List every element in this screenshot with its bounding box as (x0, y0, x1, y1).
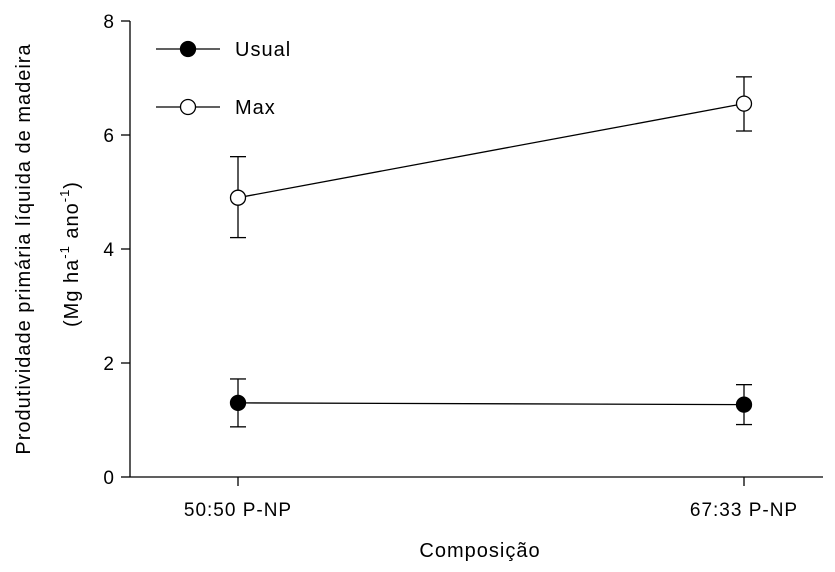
series-layer (229, 76, 753, 428)
y-tick-label: 8 (103, 12, 114, 33)
y-unit-sup2: -1 (57, 189, 72, 203)
data-point (735, 95, 753, 112)
y-tick-label: 6 (103, 126, 114, 147)
y-axis-title-line2: (Mg ha-1 ano-1) (57, 181, 83, 327)
data-point (229, 394, 247, 412)
y-axis-title-line1: Produtividade primária líquida de madeir… (13, 43, 35, 454)
legend-marker-usual (179, 40, 197, 58)
x-axis-title: Composição (419, 540, 540, 562)
x-tick-label: 67:33 P-NP (690, 500, 798, 521)
y-unit-mid: ano (61, 202, 83, 245)
series-line (237, 402, 745, 406)
y-tick-label: 2 (103, 354, 114, 375)
data-point (229, 189, 247, 206)
y-tick-label: 4 (103, 240, 114, 261)
legend-label-max: Max (235, 97, 276, 119)
x-tick-label: 50:50 P-NP (184, 500, 292, 521)
legend-marker-max (179, 98, 197, 116)
series-usual (229, 378, 753, 428)
y-ticks: 0 2 4 6 8 (103, 12, 130, 489)
series-max (229, 76, 753, 239)
data-point (735, 396, 753, 413)
legend: Usual Max (156, 39, 291, 119)
legend-label-usual: Usual (235, 39, 291, 61)
y-tick-label: 0 (103, 468, 114, 489)
y-unit-open: (Mg ha (61, 259, 83, 327)
y-unit-sup1: -1 (57, 245, 72, 259)
y-axis-title: Produtividade primária líquida de madeir… (13, 43, 83, 454)
y-unit-close: ) (61, 181, 83, 189)
series-line (237, 103, 745, 199)
x-ticks: 50:50 P-NP 67:33 P-NP (184, 477, 798, 521)
